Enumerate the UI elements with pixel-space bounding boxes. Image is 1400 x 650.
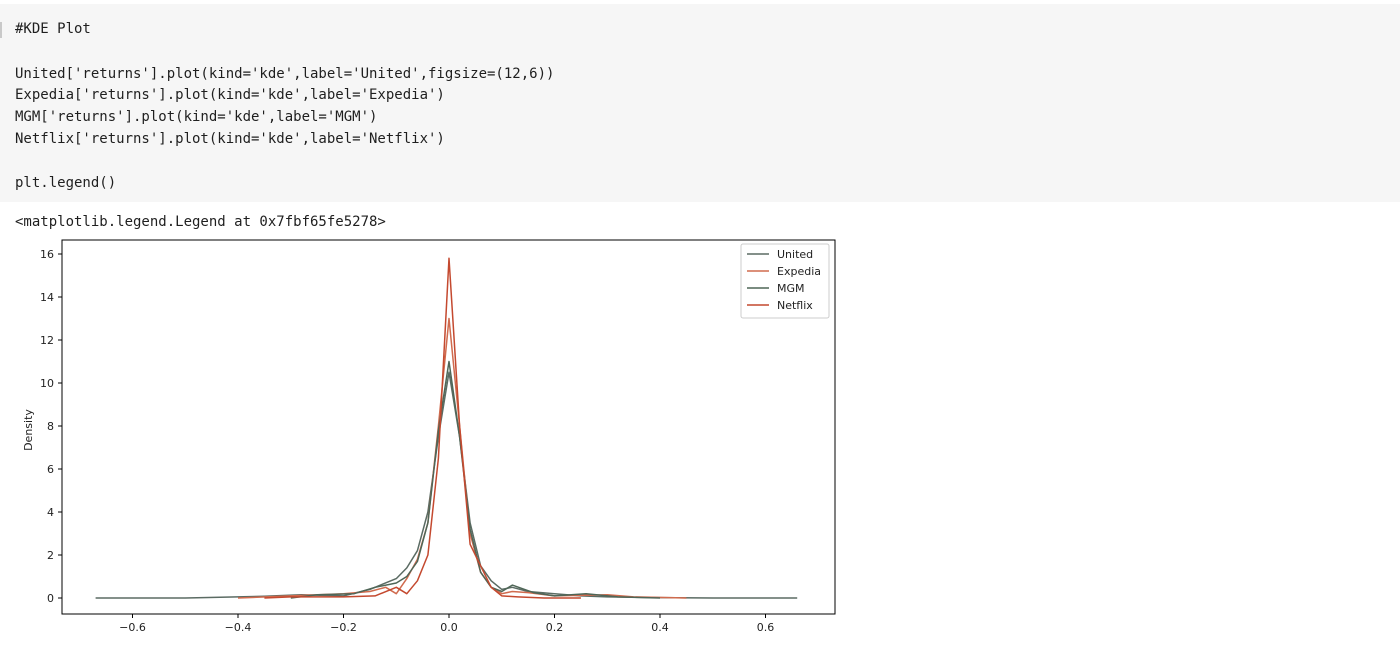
code-line: Netflix['returns'].plot(kind='kde',label… <box>15 131 445 147</box>
code-line: Expedia['returns'].plot(kind='kde',label… <box>15 87 445 103</box>
cell-prompt-indicator <box>0 22 2 38</box>
code-line: United['returns'].plot(kind='kde',label=… <box>15 66 555 82</box>
y-tick-label: 6 <box>47 463 54 476</box>
code-line: #KDE Plot <box>15 21 91 37</box>
legend-label-expedia: Expedia <box>777 265 821 278</box>
x-tick-label: 0.4 <box>651 621 669 634</box>
cell-output-text: <matplotlib.legend.Legend at 0x7fbf65fe5… <box>15 214 386 230</box>
kde-plot: Density −0.6 −0.4 −0.2 0.0 0.2 0.4 0.6 0 2 4 6 8 10 12… <box>22 239 836 634</box>
x-tick-label: −0.6 <box>119 621 146 634</box>
legend-label-mgm: MGM <box>777 282 805 295</box>
y-tick-label: 16 <box>40 248 54 261</box>
y-tick-label: 4 <box>47 506 54 519</box>
code-line: plt.legend() <box>15 175 117 191</box>
code-cell-input[interactable]: #KDE Plot United['returns'].plot(kind='k… <box>0 4 1400 202</box>
y-tick-label: 10 <box>40 377 54 390</box>
plot-frame <box>61 239 836 615</box>
x-tick-label: 0.6 <box>757 621 775 634</box>
y-tick-label: 14 <box>40 291 54 304</box>
y-tick-label: 8 <box>47 420 54 433</box>
legend-box <box>740 243 830 319</box>
series-line-netflix <box>264 257 581 599</box>
x-tick-label: 0.2 <box>546 621 564 634</box>
x-tick-label: 0.0 <box>440 621 458 634</box>
x-tick-label: −0.2 <box>330 621 357 634</box>
legend-label-united: United <box>777 248 813 261</box>
series-line-united <box>95 371 798 599</box>
y-tick-label: 0 <box>47 592 54 605</box>
y-axis-title: Density <box>22 409 35 451</box>
y-tick-label: 12 <box>40 334 54 347</box>
x-tick-label: −0.4 <box>225 621 252 634</box>
legend-label-netflix: Netflix <box>777 299 813 312</box>
y-tick-label: 2 <box>47 549 54 562</box>
code-line: MGM['returns'].plot(kind='kde',label='MG… <box>15 109 378 125</box>
series-line-mgm <box>290 360 661 599</box>
